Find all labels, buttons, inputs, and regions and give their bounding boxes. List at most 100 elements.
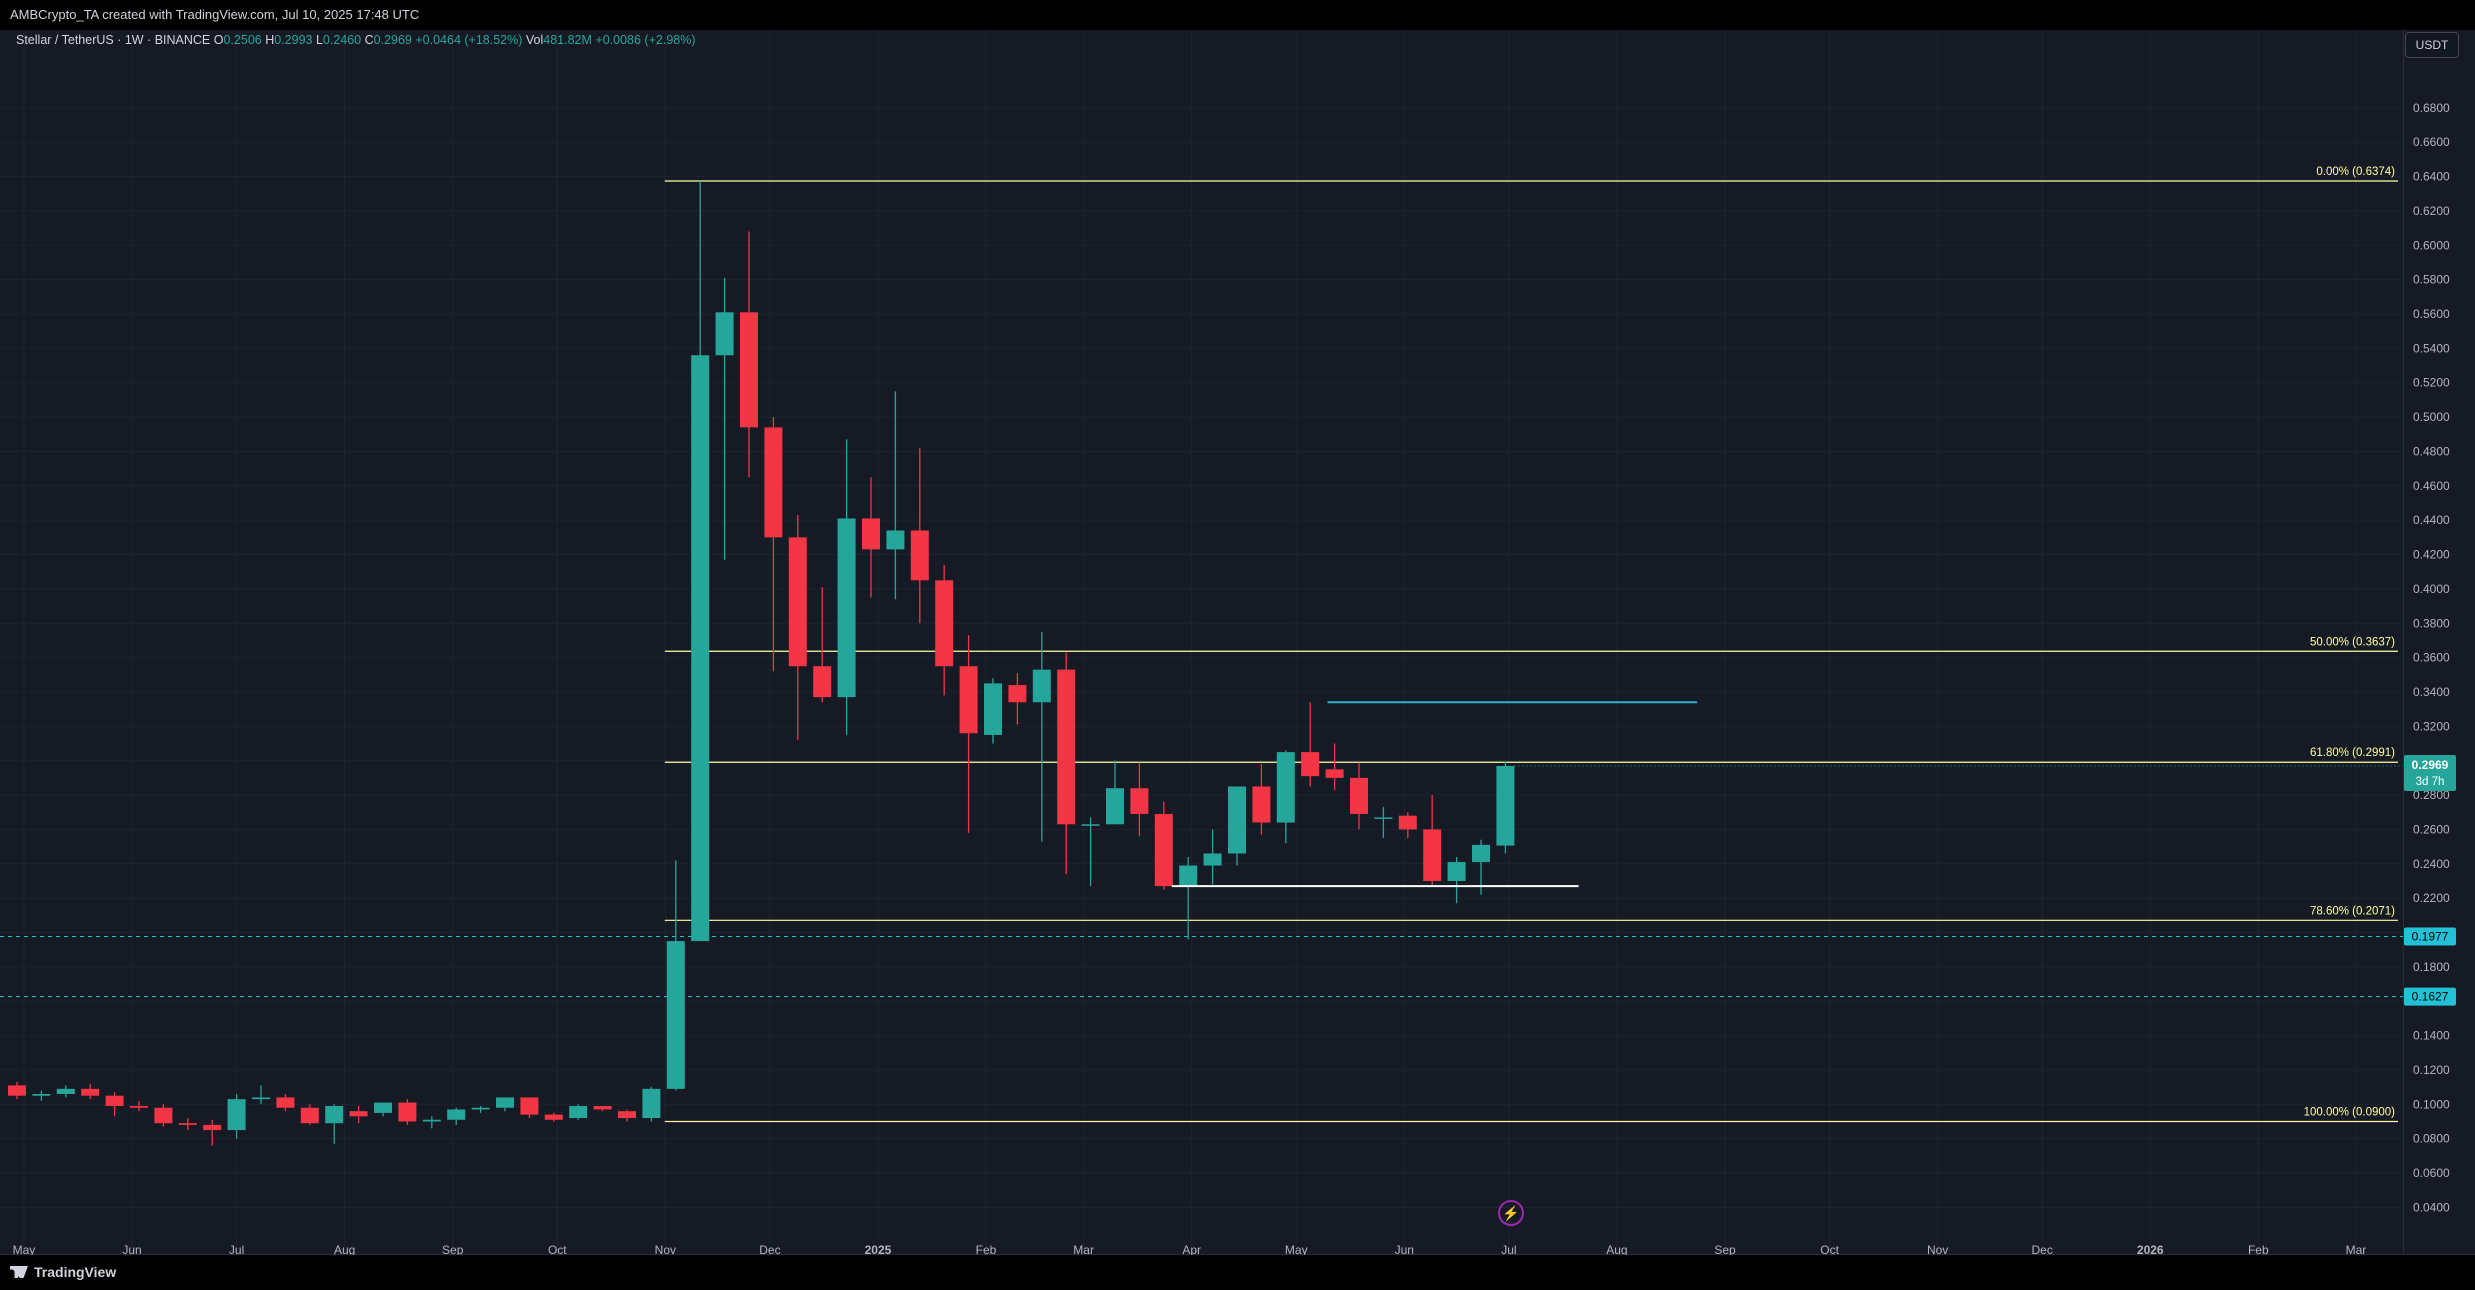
- candle-body: [8, 1085, 26, 1096]
- candle-body: [1032, 669, 1051, 703]
- candle-body: [203, 1124, 222, 1131]
- candle-body: [862, 518, 880, 550]
- price-tick-label: 0.4800: [2413, 444, 2450, 458]
- candle-body: [1276, 752, 1295, 823]
- time-tick-label: May: [1285, 1243, 1308, 1255]
- volume-change: +0.0086 (+2.98%): [595, 33, 696, 47]
- candle-body: [1008, 685, 1027, 703]
- price-tick-label: 0.6800: [2413, 101, 2450, 115]
- tradingview-brand: TradingView: [34, 1264, 117, 1280]
- price-tick-label: 0.5000: [2413, 410, 2450, 424]
- time-tick-label: 2025: [865, 1243, 892, 1255]
- tradingview-logo[interactable]: TradingView: [10, 1264, 116, 1280]
- time-tick-label: Jul: [229, 1243, 244, 1255]
- candle-body: [374, 1102, 392, 1113]
- price-tick-label: 0.6600: [2413, 135, 2450, 149]
- candle-body: [398, 1102, 417, 1122]
- symbol-legend: Stellar / TetherUS · 1W · BINANCE O0.250…: [16, 33, 696, 47]
- price-tag-label: 0.1627: [2412, 990, 2449, 1004]
- symbol-name[interactable]: Stellar / TetherUS · 1W · BINANCE: [16, 33, 211, 47]
- time-tick-label: Oct: [548, 1243, 567, 1255]
- price-tick-label: 0.4400: [2413, 513, 2450, 527]
- time-tick-label: Dec: [2032, 1243, 2053, 1255]
- price-tick-label: 0.5800: [2413, 273, 2450, 287]
- candle-body: [252, 1097, 270, 1100]
- candle-body: [764, 427, 783, 538]
- open-value: 0.2506: [223, 33, 262, 47]
- candle-body: [666, 941, 685, 1089]
- price-tick-label: 0.3400: [2413, 685, 2450, 699]
- price-tag-label: 0.1977: [2412, 929, 2449, 943]
- candle-body: [618, 1111, 636, 1119]
- price-tick-label: 0.4600: [2413, 479, 2450, 493]
- candle-body: [740, 312, 758, 428]
- candle-body: [544, 1114, 563, 1120]
- fib-level-label: 61.80% (0.2991): [2310, 747, 2395, 759]
- bar-countdown-label: 3d 7h: [2416, 776, 2445, 788]
- lightning-icon[interactable]: ⚡: [1498, 1200, 1524, 1226]
- candle-body: [813, 666, 832, 698]
- price-tick-label: 0.1200: [2413, 1063, 2450, 1077]
- price-chart[interactable]: 0.6800 0.6600 0.6400 0.6200 0.6000 0.5800 0.56…: [0, 30, 2475, 1255]
- candle-body: [130, 1106, 148, 1108]
- time-tick-label: Mar: [2346, 1243, 2367, 1255]
- time-tick-label: Jun: [1395, 1243, 1414, 1255]
- candle-body: [496, 1097, 514, 1108]
- candle-body: [447, 1109, 466, 1120]
- price-tick-label: 0.1400: [2413, 1029, 2450, 1043]
- candle-body: [227, 1099, 246, 1131]
- time-tick-label: Mar: [1073, 1243, 1094, 1255]
- volume-value: 481.82M: [543, 33, 592, 47]
- candle-body: [300, 1107, 319, 1124]
- price-tick-label: 0.5400: [2413, 341, 2450, 355]
- time-tick-label: Sep: [1714, 1243, 1736, 1255]
- candle-body: [1179, 865, 1198, 887]
- price-tick-label: 0.5200: [2413, 376, 2450, 390]
- time-tick-label: Aug: [1606, 1243, 1627, 1255]
- candle-body: [691, 355, 710, 942]
- high-value: 0.2993: [274, 33, 313, 47]
- low-value: 0.2460: [322, 33, 362, 47]
- change-value: +0.0464 (+18.52%): [415, 33, 523, 47]
- candle-body: [1106, 788, 1124, 825]
- price-tick-label: 0.0600: [2413, 1166, 2450, 1180]
- candle-body: [32, 1093, 51, 1096]
- candle-body: [1398, 815, 1417, 830]
- currency-unit-button[interactable]: USDT: [2405, 32, 2459, 58]
- candle-body: [935, 580, 954, 667]
- candle-body: [1423, 829, 1442, 881]
- price-tick-label: 0.6400: [2413, 170, 2450, 184]
- open-label: O: [213, 33, 224, 47]
- high-label: H: [265, 33, 275, 47]
- candle-body: [984, 683, 1002, 735]
- time-tick-label: May: [13, 1243, 36, 1255]
- candle-body: [715, 312, 734, 356]
- time-tick-label: Nov: [655, 1243, 676, 1255]
- candle-body: [1081, 824, 1100, 826]
- time-tick-label: Dec: [759, 1243, 780, 1255]
- candle-body: [1350, 777, 1368, 814]
- time-tick-label: Feb: [2248, 1243, 2269, 1255]
- created-by-text: AMBCrypto_TA created with TradingView.co…: [10, 7, 420, 22]
- price-tick-label: 0.0800: [2413, 1132, 2450, 1146]
- candle-body: [1203, 853, 1222, 866]
- time-tick-label: Aug: [334, 1243, 355, 1255]
- candle-body: [154, 1107, 173, 1124]
- last-price-tag: [2404, 755, 2456, 792]
- candle-body: [1447, 862, 1466, 881]
- price-tick-label: 0.1000: [2413, 1097, 2450, 1111]
- candle-body: [593, 1106, 612, 1110]
- fib-level-label: 100.00% (0.0900): [2304, 1106, 2396, 1118]
- candle-body: [1154, 813, 1173, 887]
- candle-body: [1228, 786, 1246, 854]
- price-tick-label: 0.3200: [2413, 719, 2450, 733]
- close-label: C: [364, 33, 374, 47]
- last-price-label: 0.2969: [2412, 758, 2449, 772]
- price-tick-label: 0.3600: [2413, 651, 2450, 665]
- candle-body: [422, 1119, 441, 1122]
- candle-body: [178, 1123, 197, 1125]
- price-tag: [2404, 927, 2456, 946]
- price-tag: [2404, 987, 2456, 1006]
- price-tick-label: 0.1800: [2413, 960, 2450, 974]
- candle-body: [569, 1106, 588, 1119]
